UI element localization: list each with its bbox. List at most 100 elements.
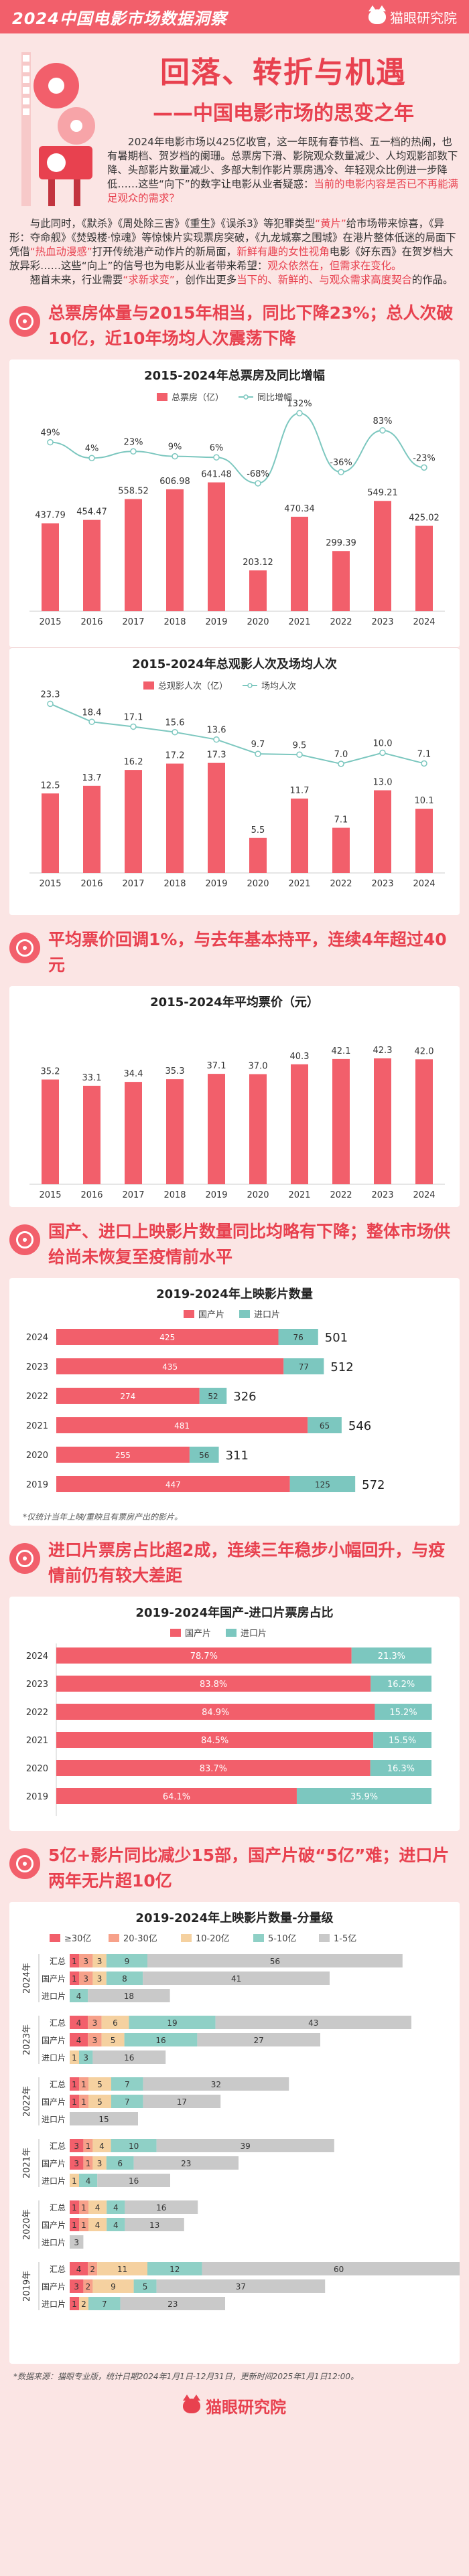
section-1-head: 总票房体量与2015年相当，同比下降23%；总人次破10亿，近10年场均人次震荡… — [0, 301, 469, 351]
row-label: 汇总 — [50, 2265, 66, 2274]
data-label: 15.2% — [389, 1708, 417, 1718]
bar — [291, 516, 308, 611]
data-label: 10.1 — [415, 796, 434, 806]
legend-label: 总票房（亿） — [172, 392, 224, 403]
bar-segment — [92, 2156, 107, 2170]
data-label: 35.9% — [350, 1792, 378, 1802]
section-1-title: 总票房体量与2015年相当，同比下降23%；总人次破10亿，近10年场均人次震荡… — [48, 303, 454, 348]
data-label: 27 — [254, 2036, 264, 2045]
bar — [166, 489, 184, 611]
group-label: 2024年 — [22, 1963, 32, 1994]
bar-segment — [147, 1954, 403, 1967]
bar-segment — [88, 2095, 111, 2108]
hero: 回落、转折与机遇 ——中国电影市场的思变之年 2024年电影市场以425亿收官，… — [0, 33, 469, 213]
data-label: 1 — [72, 1957, 77, 1966]
legend-swatch — [243, 394, 249, 400]
bar-segment — [111, 2139, 157, 2152]
bar-segment — [88, 1989, 170, 2002]
bar-segment — [97, 2174, 170, 2187]
intro-rest: 与此同时，《默杀》《周处除三害》《重生》《误杀3》等犯罪类型“黄片”给市场带来惊… — [0, 217, 469, 287]
tick-label: 2017 — [122, 879, 144, 889]
data-label: 13 — [149, 2221, 159, 2230]
bar-segment — [70, 2279, 84, 2293]
line-point — [172, 728, 178, 736]
bar-segment — [70, 2112, 138, 2125]
data-label: 7 — [125, 2097, 130, 2107]
bar-segment — [88, 2297, 121, 2310]
data-label: 78.7% — [190, 1652, 218, 1662]
data-label: 203.12 — [243, 558, 273, 568]
legend-label: 进口片 — [241, 1629, 267, 1639]
bar-segment — [106, 2156, 134, 2170]
hero-title: 回落、转折与机遇 — [160, 56, 407, 90]
bar-segment — [129, 2016, 216, 2029]
tick-label: 2020 — [247, 1190, 269, 1200]
brand-name: 猫眼研究院 — [390, 9, 457, 26]
legend-swatch — [50, 1934, 60, 1942]
bar-segment — [70, 2077, 79, 2091]
line-label: 9.5 — [293, 740, 307, 750]
bar — [42, 523, 59, 611]
tick-label: 2021 — [26, 1421, 48, 1431]
bar-segment — [156, 2279, 326, 2293]
legend-label: ≥30亿 — [64, 1934, 91, 1944]
bar — [374, 790, 391, 873]
data-label: 3 — [83, 2053, 88, 2063]
data-label: 1 — [72, 2080, 77, 2089]
footer-note: *数据来源：猫眼专业版，统计日期2024年1月1日-12月31日，更新时间202… — [13, 2372, 359, 2381]
data-label: 41 — [231, 1974, 241, 1984]
data-label: 84.9% — [202, 1708, 229, 1718]
data-label: 13.0 — [373, 778, 393, 788]
data-label: 4 — [76, 2036, 82, 2045]
yoy-label: 49% — [41, 428, 60, 438]
tick-label: 2023 — [371, 1190, 393, 1200]
tick-label: 2019 — [26, 1792, 48, 1802]
data-label: 425.02 — [409, 513, 440, 523]
data-label: 299.39 — [326, 538, 356, 548]
data-label: 42.0 — [415, 1046, 434, 1056]
data-label: 5 — [97, 2097, 103, 2107]
bar-segment — [79, 2077, 88, 2091]
line-point — [255, 750, 261, 757]
total-label: 311 — [226, 1449, 249, 1463]
data-label: 34.4 — [124, 1069, 143, 1079]
data-label: 40.3 — [290, 1052, 310, 1062]
bar-segment — [215, 2016, 411, 2029]
bar — [208, 1074, 225, 1184]
data-label: 83.7% — [200, 1764, 227, 1774]
bar-segment — [70, 2095, 79, 2108]
yoy-label: 4% — [85, 444, 99, 454]
section-2-head: 平均票价回调1%，与去年基本持平，连续4年超过40元 — [0, 927, 469, 978]
data-label: 56 — [199, 1451, 209, 1460]
bar-domestic — [56, 1417, 308, 1433]
data-label: 7.1 — [334, 815, 348, 825]
yoy-point — [338, 469, 344, 475]
row-label: 国产片 — [42, 1974, 66, 1984]
line-label: 23.3 — [41, 690, 60, 700]
tick-label: 2024 — [413, 879, 435, 889]
chart-admissions: 总观影人次（亿） 场均人次 12.5 2015 13.7 2016 16.2 2017 17.2… — [29, 681, 445, 889]
yoy-point — [379, 427, 386, 434]
bar-segment — [120, 2297, 225, 2310]
row-label: 国产片 — [42, 2097, 66, 2107]
bar-domestic — [56, 1647, 352, 1664]
data-label: 5.5 — [251, 825, 265, 835]
row-label: 汇总 — [50, 1957, 66, 1966]
bar — [249, 570, 267, 611]
row-label: 国产片 — [42, 2221, 66, 2230]
bar-segment — [70, 2050, 79, 2064]
bar-imported — [283, 1358, 324, 1374]
data-label: 33.1 — [82, 1073, 102, 1083]
tick-label: 2022 — [330, 1190, 352, 1200]
tick-label: 2023 — [26, 1362, 48, 1372]
film-reel-icon — [9, 1848, 40, 1879]
bar-segment — [88, 2016, 102, 2029]
bar — [208, 482, 225, 611]
bar-segment — [70, 1971, 79, 1985]
bar-segment — [156, 2139, 334, 2152]
data-label: 83.8% — [200, 1680, 227, 1690]
bar — [125, 1082, 142, 1184]
bar-segment — [88, 2077, 111, 2091]
bar-segment — [70, 2016, 88, 2029]
data-label: 5 — [97, 2080, 103, 2089]
